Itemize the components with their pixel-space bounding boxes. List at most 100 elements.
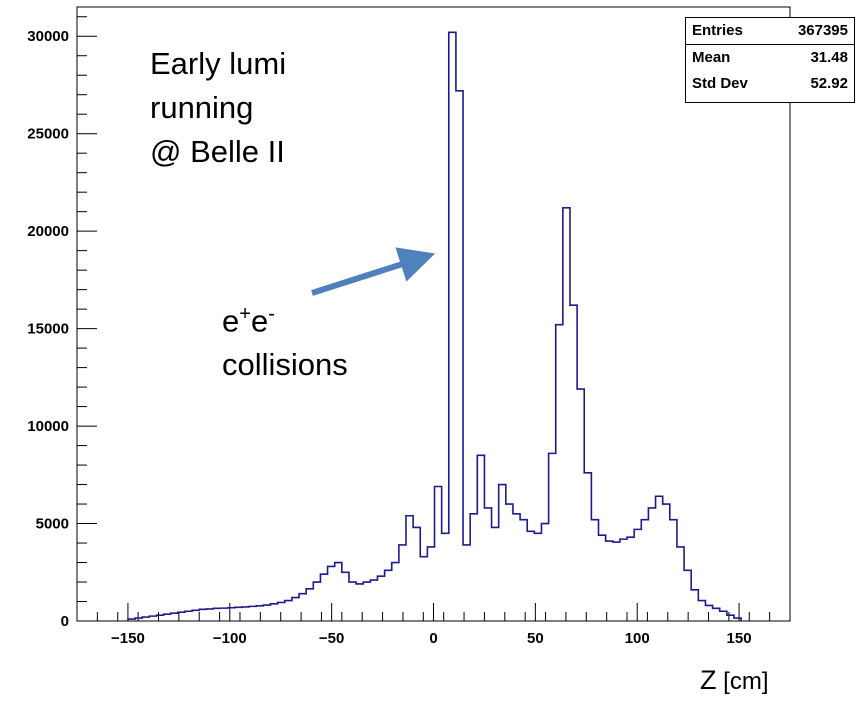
x-axis-label: Z [cm]	[700, 665, 769, 696]
histogram-bin	[734, 618, 741, 621]
histogram-bin	[684, 570, 691, 621]
histogram-bin	[206, 609, 213, 621]
histogram-bin	[342, 572, 349, 621]
annotation-early-line3: @ Belle II	[150, 134, 285, 169]
histogram-bin	[570, 305, 577, 621]
histogram-bin	[413, 527, 420, 621]
histogram-bin	[292, 598, 299, 621]
histogram-bin	[541, 524, 548, 621]
histogram-bin	[577, 389, 584, 621]
histogram-bin	[335, 563, 342, 621]
annotation-ee-line2: collisions	[222, 347, 348, 383]
stats-row-mean: Mean 31.48	[686, 45, 854, 71]
y-tick-label: 10000	[27, 418, 69, 435]
annotation-ee-collisions: e+e- collisions	[222, 292, 348, 387]
x-tick-label: 150	[727, 630, 752, 647]
annotation-arrow	[311, 247, 436, 296]
y-tick-label: 5000	[36, 516, 69, 533]
x-axis-unit: [cm]	[716, 668, 769, 695]
histogram-bin	[392, 563, 399, 621]
y-tick-label: 30000	[27, 28, 69, 45]
histogram-bin	[606, 541, 613, 621]
histogram-outline	[127, 31, 742, 621]
x-tick-label: 50	[527, 630, 544, 647]
histogram-bin	[656, 496, 663, 621]
histogram-bin	[591, 520, 598, 621]
histogram-bin	[377, 576, 384, 621]
histogram-bin	[299, 594, 306, 621]
histogram-bin	[228, 608, 235, 621]
histogram-bin	[278, 602, 285, 621]
histogram-bin	[263, 605, 270, 621]
histogram-bin	[513, 514, 520, 621]
histogram-bin	[727, 615, 734, 621]
histogram-bin	[627, 537, 634, 621]
histogram-bin	[249, 606, 256, 621]
histogram-bin	[456, 91, 463, 621]
histogram-bin	[477, 455, 484, 621]
stats-entries-value: 367395	[797, 22, 848, 39]
histogram-bin	[663, 504, 670, 621]
histogram-bin	[349, 582, 356, 621]
annotation-early-line1: Early lumi	[150, 46, 287, 81]
histogram-bin	[271, 604, 278, 621]
histogram-bin	[713, 608, 720, 621]
histogram-bin	[449, 32, 456, 621]
histogram-bin	[549, 453, 556, 621]
histogram-bin	[463, 545, 470, 621]
histogram-bin	[363, 582, 370, 621]
histogram-bin	[470, 514, 477, 621]
y-tick-label: 25000	[27, 126, 69, 143]
y-tick-label: 0	[61, 613, 69, 630]
histogram-bin	[156, 615, 163, 621]
ee-base1: e	[222, 303, 240, 339]
stats-box: Entries 367395 Mean 31.48 Std Dev 52.92	[685, 17, 855, 103]
histogram-bin	[492, 527, 499, 621]
stats-row-stddev: Std Dev 52.92	[686, 71, 854, 97]
histogram-bin	[556, 325, 563, 621]
stats-entries-label: Entries	[692, 22, 743, 39]
histogram-bin	[135, 618, 142, 621]
stats-stddev-value: 52.92	[810, 75, 848, 92]
histogram-bin	[520, 520, 527, 621]
histogram-bin	[285, 601, 292, 621]
stats-stddev-label: Std Dev	[692, 75, 748, 92]
histogram-bin	[370, 580, 377, 621]
x-tick-label: −100	[213, 630, 247, 647]
histogram-bin	[705, 605, 712, 621]
histogram-bin	[599, 535, 606, 621]
histogram-bin	[670, 520, 677, 621]
ticks: −150 −100 −50 0 50 100 150 0 5000 10000 15000 20000…	[27, 16, 791, 647]
x-tick-label: 100	[625, 630, 650, 647]
histogram-bin	[385, 570, 392, 621]
annotation-early-lumi: Early lumi running @ Belle II	[150, 42, 286, 174]
histogram-bin	[691, 590, 698, 621]
histogram-bin	[435, 487, 442, 621]
histogram-bin	[171, 613, 178, 621]
histogram-bin	[584, 473, 591, 621]
histogram-bin	[178, 612, 185, 621]
histogram-bin	[563, 208, 570, 621]
histogram-bin	[306, 589, 313, 621]
histogram-bin	[534, 533, 541, 621]
ee-base2: e	[250, 303, 269, 339]
histogram-bin	[648, 508, 655, 621]
stats-mean-value: 31.48	[810, 49, 848, 66]
arrow-line	[311, 247, 436, 296]
stats-mean-label: Mean	[692, 49, 731, 66]
histogram-bin	[442, 533, 449, 621]
histogram-bin	[634, 529, 641, 621]
histogram-bin	[313, 582, 320, 621]
histogram-bin	[698, 601, 705, 621]
histogram-bin	[320, 574, 327, 621]
histogram-bin	[484, 508, 491, 621]
histogram-bin	[399, 545, 406, 621]
histogram-bin	[356, 584, 363, 621]
y-tick-label: 20000	[27, 223, 69, 240]
histogram-bin	[185, 611, 192, 621]
x-axis-var: Z	[700, 665, 717, 695]
histogram-bin	[720, 611, 727, 621]
histogram-bin	[256, 606, 263, 621]
x-tick-label: 0	[429, 630, 437, 647]
